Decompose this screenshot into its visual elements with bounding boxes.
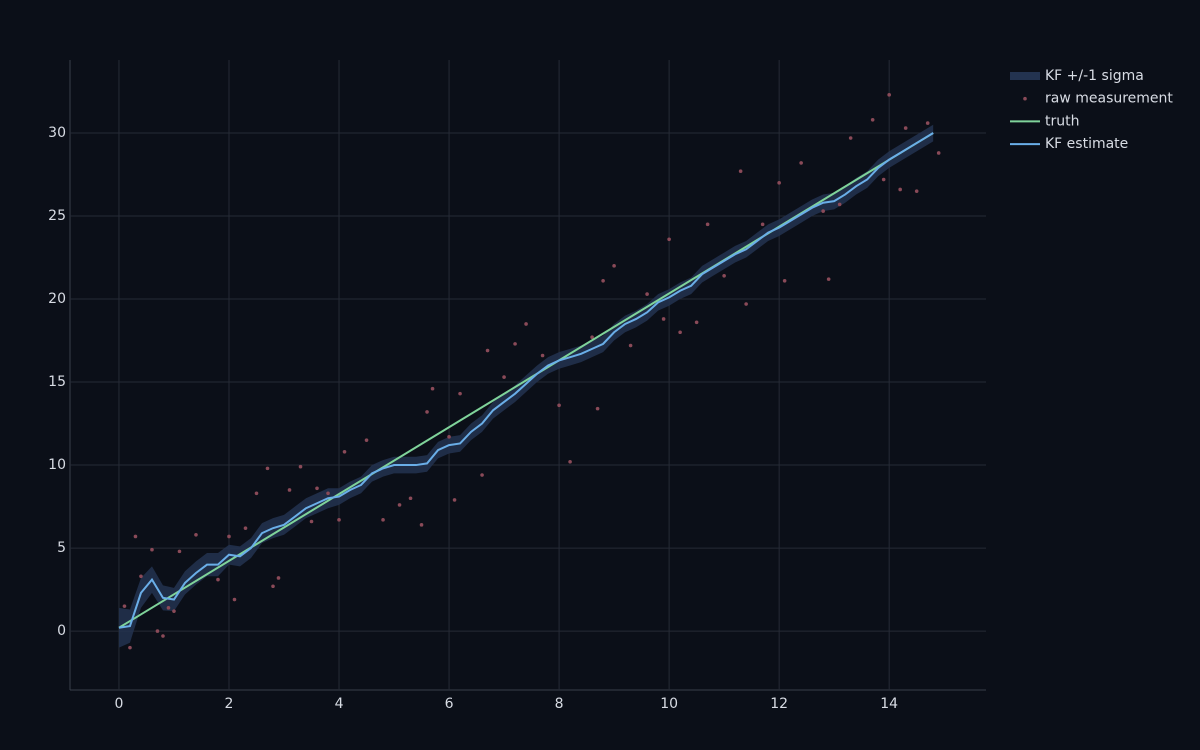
legend-swatch	[1023, 96, 1027, 101]
measurement-point	[298, 464, 303, 469]
measurement-point	[309, 519, 314, 524]
measurement-point	[898, 187, 902, 192]
measurement-point	[782, 278, 787, 283]
x-tick-label: 0	[115, 696, 124, 712]
measurement-point	[232, 597, 237, 602]
y-tick-label: 25	[48, 208, 66, 224]
measurement-point	[139, 574, 143, 579]
measurement-point	[612, 264, 616, 268]
measurement-point	[903, 126, 908, 130]
measurement-point	[122, 604, 127, 608]
measurement-point	[128, 645, 132, 650]
measurement-point	[342, 449, 347, 454]
measurement-point	[194, 532, 198, 537]
x-tick-label: 6	[445, 696, 454, 712]
measurement-point	[265, 466, 270, 471]
measurement-point	[161, 634, 165, 638]
measurement-point	[568, 459, 572, 464]
x-tick-label: 2	[225, 696, 234, 712]
measurement-point	[628, 343, 633, 348]
measurement-point	[254, 491, 259, 496]
measurement-point	[458, 391, 462, 396]
measurement-point	[408, 496, 413, 501]
y-tick-label: 15	[48, 374, 66, 390]
measurement-point	[397, 503, 402, 507]
x-tick-label: 14	[880, 696, 898, 712]
measurement-point	[744, 302, 748, 306]
measurement-point	[447, 435, 451, 439]
y-tick-label: 5	[57, 540, 66, 556]
measurement-point	[315, 486, 319, 491]
measurement-point	[925, 121, 930, 125]
measurement-point	[557, 403, 561, 408]
measurement-point	[936, 151, 941, 155]
measurement-point	[155, 629, 160, 633]
measurement-point	[150, 547, 154, 552]
measurement-point	[513, 342, 517, 346]
measurement-point	[485, 348, 490, 353]
measurement-point	[337, 518, 341, 522]
measurement-point	[502, 375, 506, 379]
y-tick-label: 20	[48, 291, 66, 307]
measurement-point	[425, 410, 429, 414]
legend-label: KF +/-1 sigma	[1045, 68, 1144, 84]
legend-swatch	[1010, 72, 1040, 80]
measurement-point	[271, 584, 275, 589]
measurement-point	[243, 526, 248, 530]
measurement-point	[590, 335, 594, 340]
measurement-point	[705, 222, 710, 227]
x-tick-label: 10	[660, 696, 678, 712]
y-tick-label: 30	[48, 125, 66, 141]
measurement-point	[166, 606, 171, 610]
measurement-point	[524, 322, 528, 326]
legend-label: truth	[1045, 113, 1079, 129]
measurement-point	[914, 189, 919, 193]
measurement-point	[722, 274, 726, 278]
measurement-point	[887, 93, 891, 97]
legend-label: KF estimate	[1045, 136, 1128, 152]
measurement-point	[133, 534, 138, 539]
x-tick-label: 8	[555, 696, 564, 712]
measurement-point	[419, 523, 424, 527]
measurement-point	[821, 209, 825, 213]
measurement-point	[430, 386, 435, 391]
y-tick-label: 0	[57, 623, 66, 639]
measurement-point	[540, 353, 545, 358]
measurement-point	[694, 320, 699, 325]
measurement-point	[881, 177, 886, 182]
measurement-point	[738, 169, 743, 174]
measurement-point	[364, 438, 369, 442]
measurement-point	[177, 549, 182, 554]
measurement-point	[667, 237, 671, 242]
measurement-point	[216, 577, 220, 582]
measurement-point	[452, 498, 457, 502]
measurement-point	[276, 576, 281, 580]
x-tick-label: 4	[335, 696, 344, 712]
measurement-point	[172, 609, 176, 613]
measurement-point	[480, 473, 484, 477]
y-tick-label: 10	[48, 457, 66, 473]
measurement-point	[837, 202, 842, 207]
measurement-point	[777, 181, 781, 185]
measurement-point	[870, 117, 875, 122]
measurement-point	[326, 491, 330, 496]
measurement-point	[601, 278, 605, 283]
measurement-point	[678, 330, 682, 335]
measurement-point	[595, 406, 600, 411]
measurement-point	[826, 277, 831, 281]
measurement-point	[287, 488, 292, 492]
measurement-point	[661, 317, 666, 321]
measurement-point	[381, 518, 385, 522]
measurement-point	[227, 534, 231, 539]
sigma-band	[118, 124, 934, 648]
measurement-point	[645, 292, 649, 296]
x-tick-label: 12	[770, 696, 788, 712]
measurement-point	[799, 161, 803, 165]
line	[118, 132, 934, 629]
measurement-point	[760, 222, 765, 227]
legend-label: raw measurement	[1045, 91, 1173, 107]
measurement-point	[848, 136, 853, 140]
